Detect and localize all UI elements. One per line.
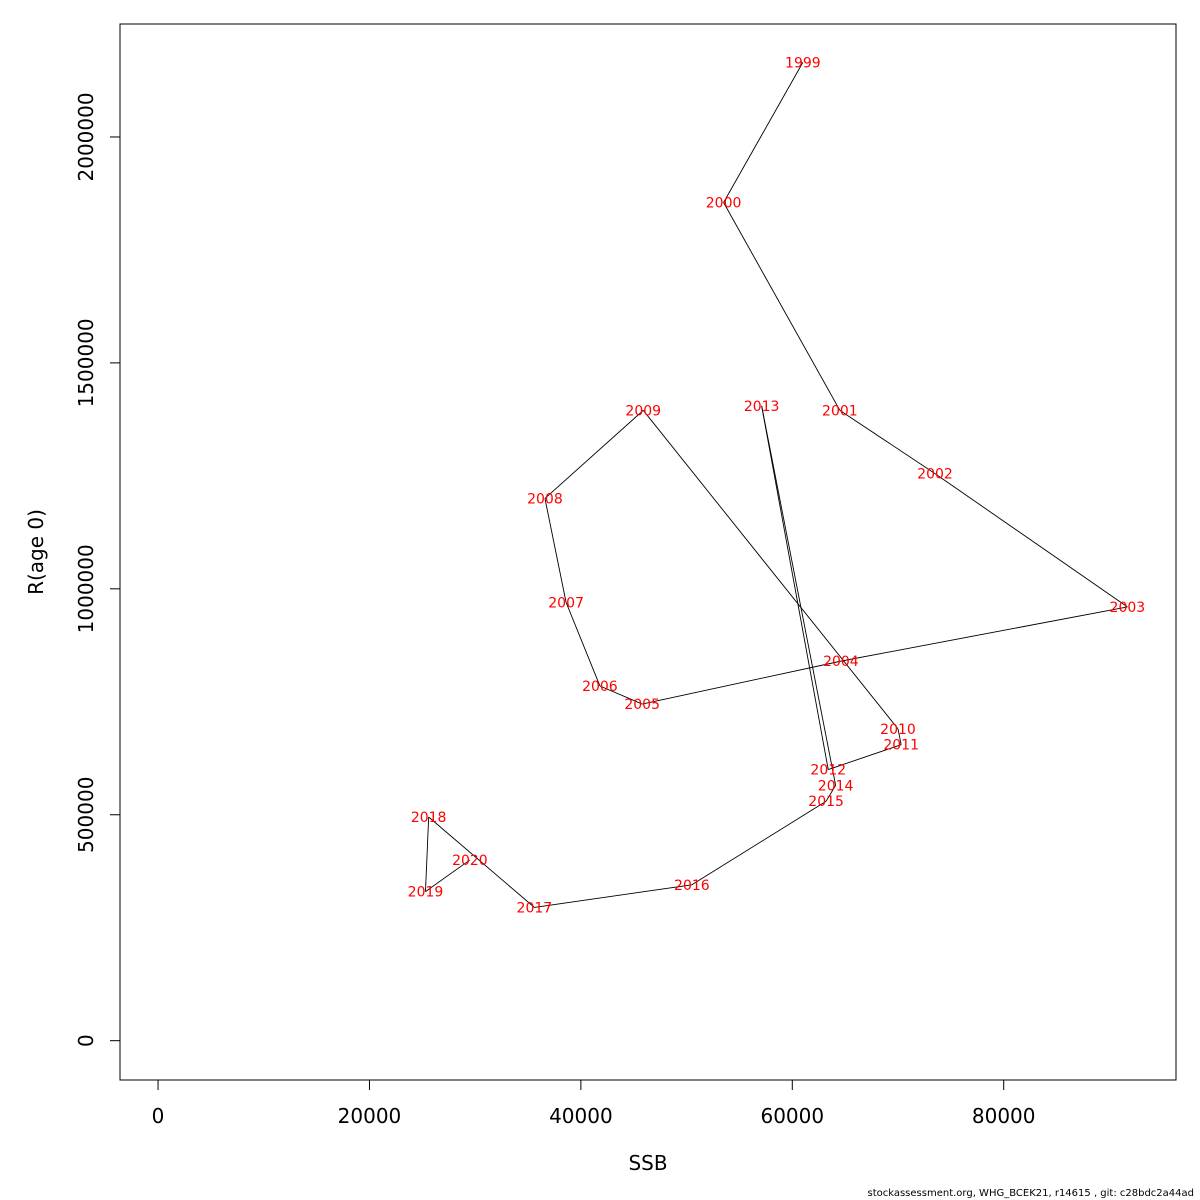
point-label-2013: 2013 [744, 399, 780, 415]
y-tick-label: 2000000 [74, 92, 98, 181]
point-label-2017: 2017 [517, 900, 553, 916]
point-label-2008: 2008 [527, 491, 563, 507]
point-label-2003: 2003 [1110, 600, 1146, 616]
series-segment [544, 410, 644, 499]
y-axis: 0 500000 1000000 1500000 2000000 [74, 92, 121, 1047]
series-segment [534, 884, 692, 908]
point-label-2010: 2010 [880, 722, 916, 738]
point-label-2002: 2002 [917, 467, 953, 483]
series-segment [425, 859, 471, 892]
x-axis-title: SSB [628, 1151, 667, 1175]
point-label-2011: 2011 [883, 738, 919, 754]
series-segment [761, 405, 829, 770]
y-tick-label: 1500000 [74, 318, 98, 407]
point-label-2016: 2016 [674, 878, 710, 894]
series-segment [840, 606, 1128, 662]
x-tick-label: 60000 [760, 1104, 824, 1128]
year-labels: 1999 2000 2001 2002 2003 2004 2005 2006 2007 2008… [408, 55, 1146, 916]
x-tick-label: 0 [152, 1104, 165, 1128]
point-label-2007: 2007 [548, 595, 584, 611]
plot-frame [119, 23, 1177, 1081]
point-label-2019: 2019 [408, 885, 444, 901]
footer-source: stockassessment.org, WHG_BCEK21, r14615 … [867, 1188, 1194, 1199]
series-segment [723, 202, 841, 411]
series-segment [934, 473, 1128, 608]
series-segment [723, 62, 804, 203]
point-label-2001: 2001 [822, 403, 858, 419]
series-segment [897, 728, 902, 745]
x-tick-label: 40000 [549, 1104, 613, 1128]
series-segment [828, 744, 902, 770]
point-label-2009: 2009 [625, 403, 661, 419]
series-segment [825, 785, 837, 802]
series-segment [642, 410, 899, 730]
y-tick-label: 1000000 [74, 544, 98, 633]
point-label-1999: 1999 [785, 55, 821, 71]
series-segment [599, 685, 643, 705]
sr-series [425, 62, 1128, 908]
point-label-2006: 2006 [582, 679, 618, 695]
series-segment [428, 816, 535, 908]
series-segment [425, 816, 430, 892]
x-axis: 0 20000 40000 60000 80000 [152, 1079, 1036, 1128]
series-segment [691, 800, 827, 886]
series-segment [761, 405, 837, 786]
y-tick-label: 500000 [74, 777, 98, 853]
y-tick-label: 0 [74, 1034, 98, 1047]
point-label-2014: 2014 [818, 778, 854, 794]
x-tick-label: 20000 [338, 1104, 402, 1128]
x-tick-label: 80000 [972, 1104, 1036, 1128]
series-segment [839, 409, 936, 474]
point-label-2015: 2015 [808, 794, 844, 810]
point-label-2000: 2000 [706, 195, 742, 211]
point-label-2004: 2004 [823, 654, 859, 670]
series-segment [544, 498, 567, 603]
point-label-2018: 2018 [411, 810, 447, 826]
series-segment [642, 660, 842, 705]
point-label-2005: 2005 [624, 697, 660, 713]
series-segment [565, 602, 601, 687]
point-label-2012: 2012 [810, 763, 846, 779]
point-label-2020: 2020 [452, 853, 488, 869]
y-axis-title: R(age 0) [24, 509, 48, 595]
